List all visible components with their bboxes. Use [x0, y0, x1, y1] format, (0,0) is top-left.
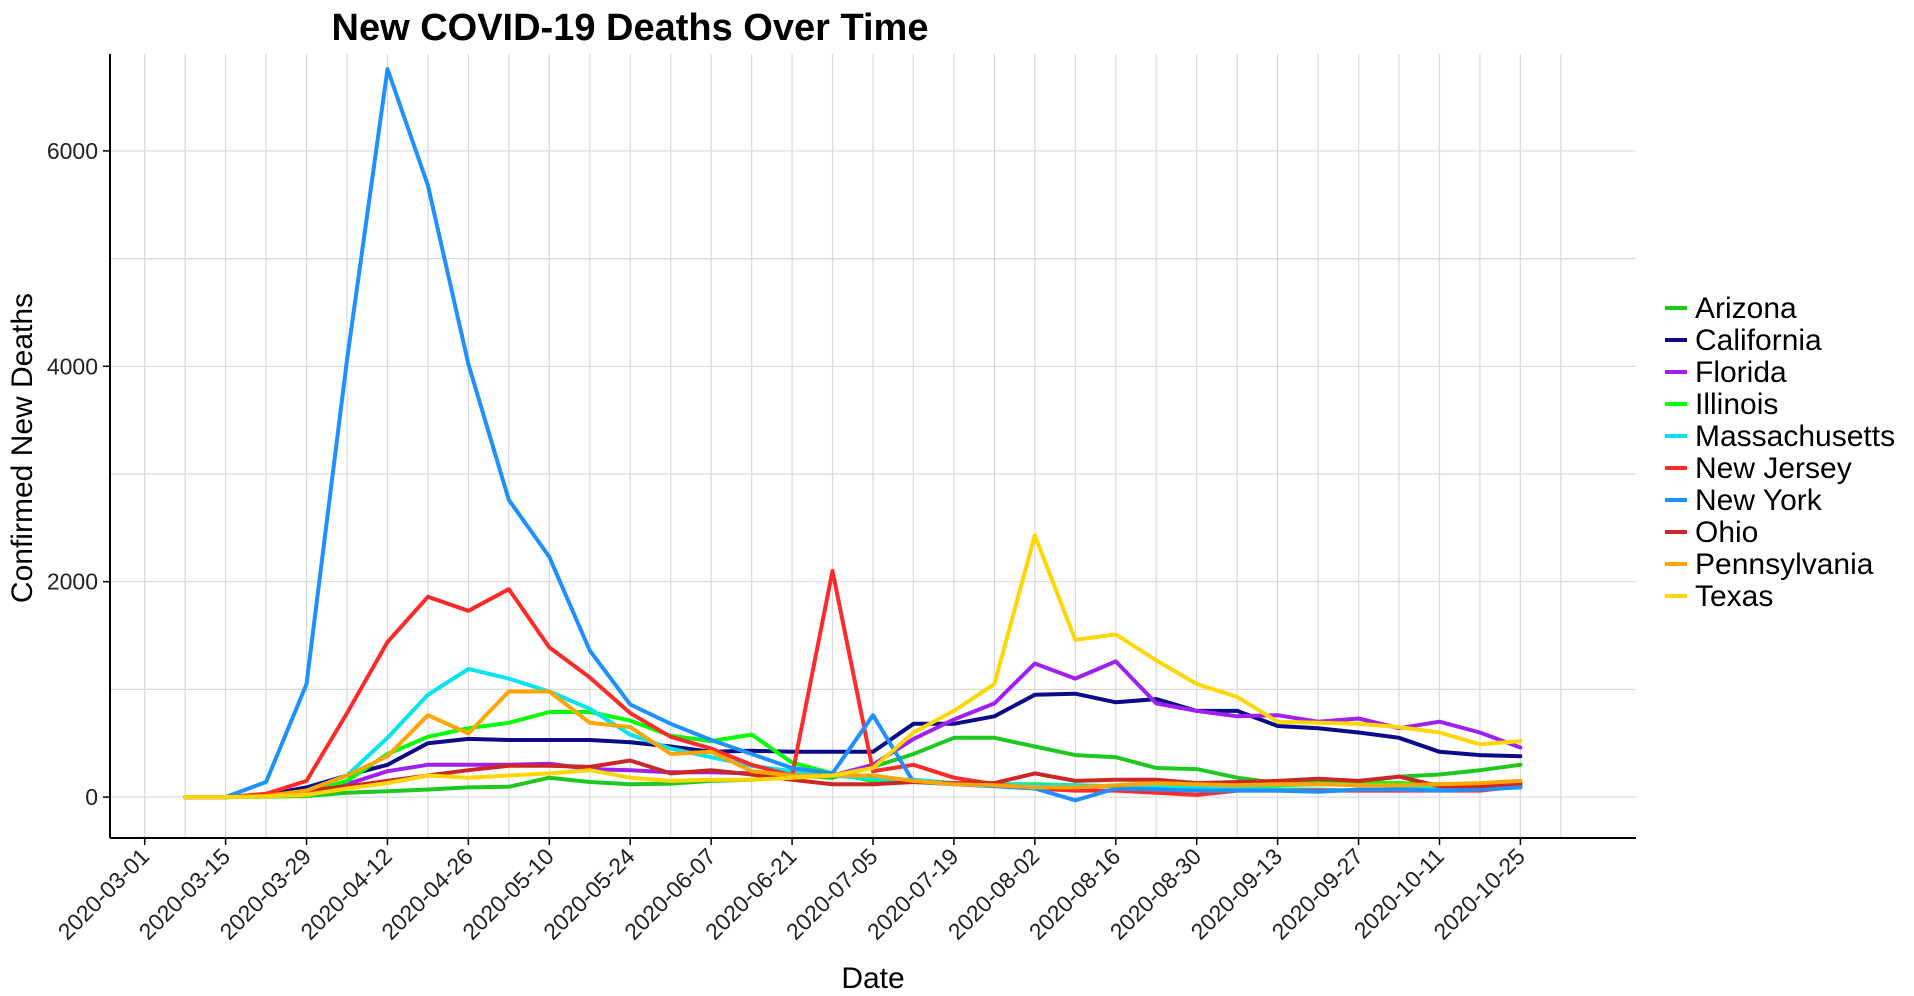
series-line-california [183, 691, 1523, 800]
y-tick-label: 4000 [47, 353, 98, 379]
legend-label-illinois: Illinois [1695, 388, 1778, 421]
legend-label-pennsylvania: Pennsylvania [1695, 548, 1874, 581]
chart-title: New COVID-19 Deaths Over Time [332, 7, 929, 49]
legend-label-new-york: New York [1695, 484, 1823, 517]
legend: ArizonaCaliforniaFloridaIllinoisMassachu… [1665, 292, 1895, 613]
y-axis-title: Confirmed New Deaths [6, 293, 39, 603]
x-axis-title: Date [841, 962, 904, 995]
y-tick-label: 0 [85, 784, 98, 810]
legend-label-texas: Texas [1695, 580, 1773, 613]
legend-label-new-jersey: New Jersey [1695, 452, 1852, 485]
axes [103, 54, 1636, 845]
legend-label-ohio: Ohio [1695, 516, 1758, 549]
y-tick-label: 6000 [47, 138, 98, 164]
y-tick-label: 2000 [47, 569, 98, 595]
series-line-new-jersey [183, 568, 1523, 800]
series-line-new-york [183, 67, 1523, 803]
series-line-pennsylvania [183, 689, 1523, 800]
legend-label-florida: Florida [1695, 356, 1787, 389]
legend-label-arizona: Arizona [1695, 292, 1797, 325]
grid [110, 54, 1636, 838]
legend-label-california: California [1695, 324, 1822, 357]
series-line-texas [183, 533, 1523, 800]
legend-label-massachusetts: Massachusetts [1695, 420, 1895, 453]
series-lines [183, 67, 1523, 803]
